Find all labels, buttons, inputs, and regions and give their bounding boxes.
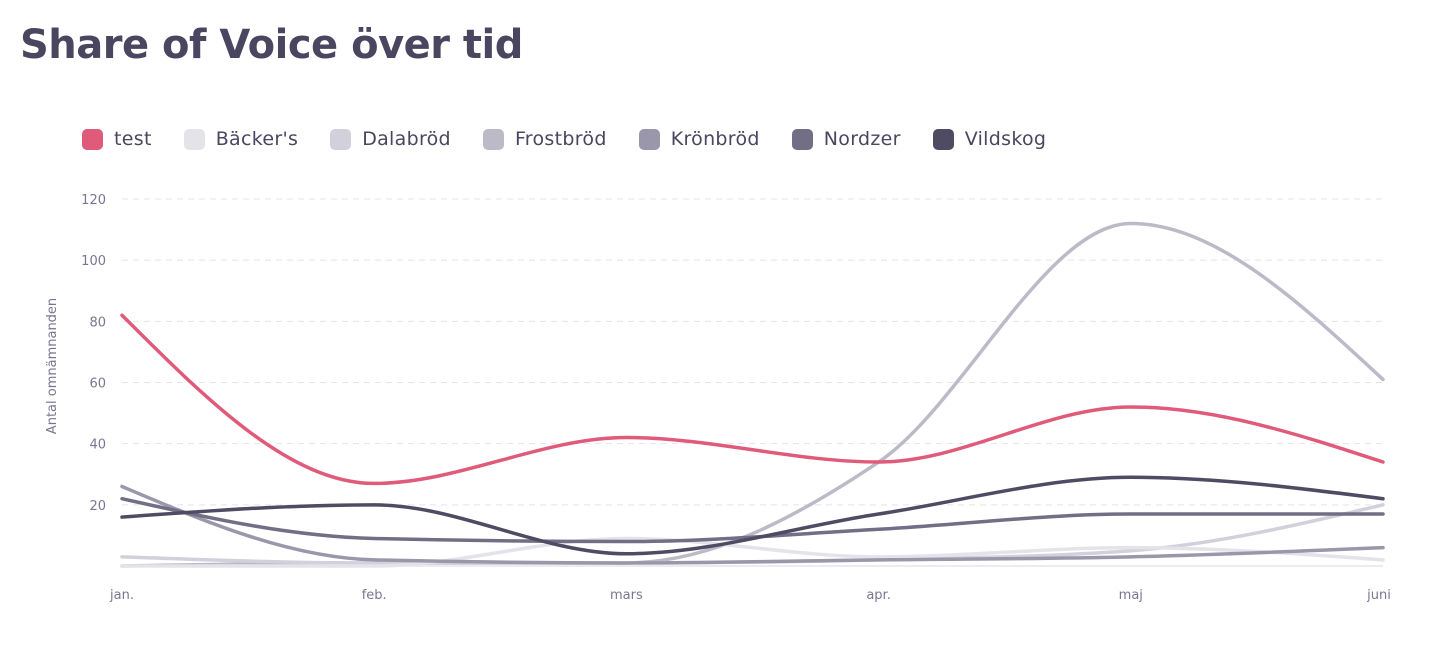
y-axis-ticks: 20 40 60 80 100 120 — [81, 193, 106, 514]
legend-label: Frostbröd — [514, 128, 607, 150]
legend-item-kronbrod[interactable]: Krönbröd — [638, 128, 760, 150]
page-title: Share of Voice över tid — [20, 22, 523, 68]
series-line-test — [120, 313, 1385, 486]
legend-label: Bäcker's — [215, 128, 299, 150]
legend-swatch — [638, 128, 660, 150]
legend-item-frostbrod[interactable]: Frostbröd — [482, 128, 607, 150]
legend-swatch — [82, 128, 103, 150]
x-tick-label: mars — [610, 588, 643, 603]
legend-item-vildskog[interactable]: Vildskog — [932, 128, 1047, 150]
legend-swatch — [791, 128, 813, 150]
y-axis-label: Antal omnämnanden — [45, 298, 60, 434]
x-tick-label: maj — [1119, 588, 1143, 603]
legend-item-backers[interactable]: Bäcker's — [183, 128, 299, 150]
series-line-nordzer — [120, 496, 1385, 544]
series-line-vildskog — [120, 475, 1385, 556]
y-tick-label: 60 — [89, 377, 106, 392]
x-tick-label: juni — [1366, 588, 1391, 603]
series-lines — [120, 221, 1385, 568]
series-line-b-cker-s — [120, 536, 1385, 568]
legend-item-nordzer[interactable]: Nordzer — [791, 128, 901, 150]
legend-swatch — [183, 128, 205, 150]
legend-item-test[interactable]: test — [82, 128, 152, 150]
legend-swatch — [932, 128, 954, 150]
y-tick-label: 40 — [89, 438, 106, 453]
y-tick-label: 120 — [81, 193, 106, 208]
legend-label: Nordzer — [823, 128, 901, 150]
y-tick-label: 100 — [81, 254, 106, 269]
legend-label: Vildskog — [964, 128, 1047, 150]
series-line-kr-nbr-d — [120, 484, 1385, 565]
x-tick-label: jan. — [109, 588, 134, 603]
chart-legend: test Bäcker's Dalabröd Frostbröd Krönbrö… — [82, 128, 1078, 150]
y-tick-label: 80 — [89, 315, 106, 330]
y-tick-label: 20 — [89, 499, 106, 514]
legend-item-dalabrod[interactable]: Dalabröd — [330, 128, 451, 150]
legend-swatch — [330, 128, 352, 150]
legend-label: Krönbröd — [670, 128, 760, 150]
x-tick-label: apr. — [866, 588, 891, 603]
legend-label: test — [114, 128, 152, 150]
x-tick-label: feb. — [362, 588, 387, 603]
legend-label: Dalabröd — [362, 128, 451, 150]
grid-lines — [122, 198, 1383, 567]
x-axis-ticks: jan. feb. mars apr. maj juni — [109, 588, 1391, 603]
legend-swatch — [482, 128, 504, 150]
